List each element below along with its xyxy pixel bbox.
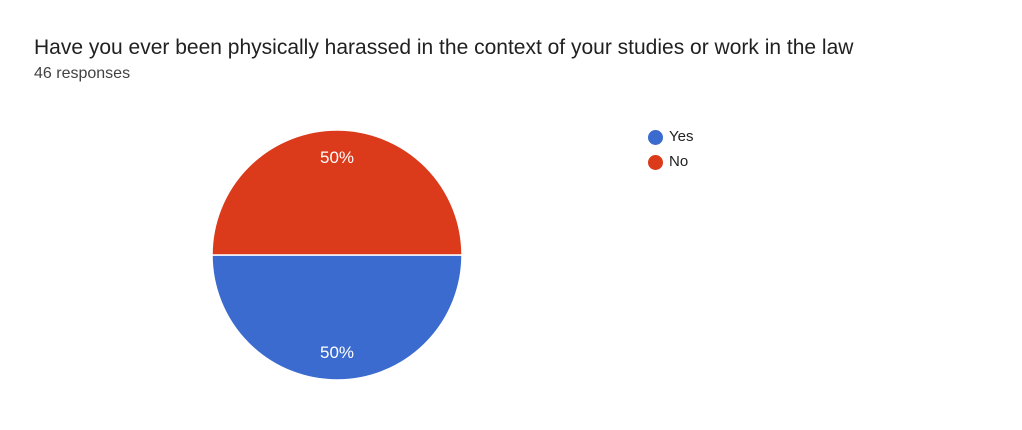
pie-slice-yes[interactable] bbox=[211, 254, 463, 381]
legend-swatch-no-icon bbox=[648, 154, 663, 170]
pie-chart: 50% 50% bbox=[211, 129, 463, 381]
question-title: Have you ever been physically harassed i… bbox=[34, 36, 854, 59]
legend-swatch-yes-icon bbox=[648, 129, 663, 145]
legend-item-no: No bbox=[648, 152, 693, 172]
responses-count: 46 responses bbox=[34, 65, 131, 82]
legend-label-yes: Yes bbox=[669, 128, 694, 145]
legend-label-no: No bbox=[669, 153, 689, 170]
pie-slice-no[interactable] bbox=[211, 129, 463, 256]
pie-slice-label-no: 50% bbox=[320, 148, 354, 167]
legend: Yes No bbox=[648, 127, 693, 172]
pie-slice-label-yes: 50% bbox=[320, 343, 354, 362]
legend-item-yes: Yes bbox=[648, 127, 693, 147]
